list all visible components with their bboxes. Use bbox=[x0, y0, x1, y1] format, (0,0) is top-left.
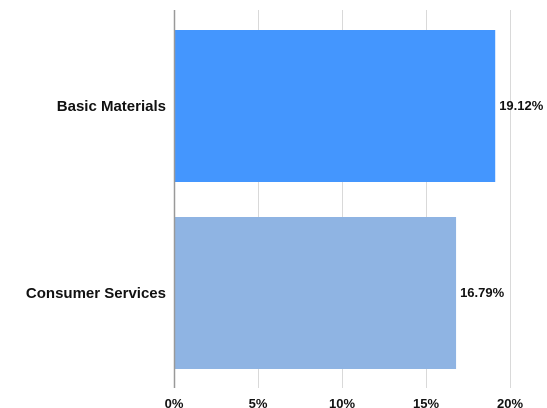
category-label: Consumer Services bbox=[26, 285, 166, 302]
data-label: 19.12% bbox=[499, 98, 544, 113]
data-label: 16.79% bbox=[460, 285, 505, 300]
data-labels: 19.12% 16.79% bbox=[460, 98, 544, 300]
bar-consumer-services bbox=[174, 217, 457, 369]
category-labels: Basic Materials Consumer Services bbox=[26, 98, 166, 302]
bar-basic-materials bbox=[174, 30, 496, 182]
x-tick-label: 20% bbox=[497, 396, 523, 408]
x-tick-label: 10% bbox=[329, 396, 355, 408]
bars bbox=[174, 30, 496, 369]
x-tick-labels: 0% 5% 10% 15% 20% bbox=[165, 396, 524, 408]
x-tick-label: 0% bbox=[165, 396, 184, 408]
category-label: Basic Materials bbox=[57, 98, 166, 115]
x-tick-label: 15% bbox=[413, 396, 439, 408]
x-tick-label: 5% bbox=[249, 396, 268, 408]
